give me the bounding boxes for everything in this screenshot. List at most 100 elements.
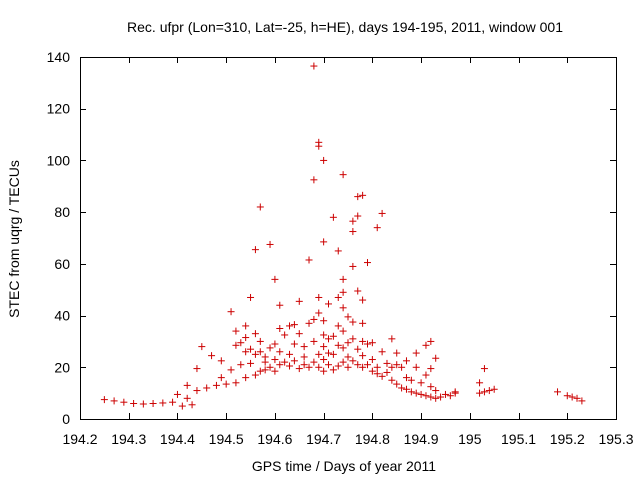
data-point	[217, 374, 225, 382]
data-point	[295, 330, 303, 338]
data-point	[378, 372, 386, 380]
data-point	[329, 366, 337, 374]
data-point	[344, 313, 352, 321]
data-point	[554, 388, 562, 396]
data-point	[398, 384, 406, 392]
data-point	[256, 367, 264, 375]
y-tick-label: 0	[62, 411, 70, 427]
data-point	[476, 379, 484, 387]
data-point	[276, 361, 284, 369]
y-axis: 0 20 40 60 80 100 120 140	[47, 49, 616, 427]
data-point	[373, 224, 381, 232]
data-point	[227, 366, 235, 374]
data-point	[198, 343, 206, 351]
data-point	[242, 334, 250, 342]
x-axis: 194.2 194.3 194.4 194.5 194.6 194.7 194.8 194.9…	[62, 57, 634, 447]
data-point	[251, 350, 259, 358]
data-point	[290, 340, 298, 348]
data-point	[359, 191, 367, 199]
data-point	[334, 247, 342, 255]
data-point	[305, 363, 313, 371]
y-tick-label: 100	[47, 152, 71, 168]
data-point	[339, 304, 347, 312]
data-point	[212, 381, 220, 389]
data-point	[315, 138, 323, 146]
data-point	[334, 322, 342, 330]
data-point	[217, 357, 225, 365]
data-point	[100, 396, 108, 404]
data-point	[193, 387, 201, 395]
data-point	[393, 380, 401, 388]
data-point	[373, 363, 381, 371]
data-points	[100, 62, 586, 410]
data-point	[339, 275, 347, 283]
data-point	[388, 363, 396, 371]
data-point	[476, 389, 484, 397]
data-point	[363, 361, 371, 369]
data-point	[490, 385, 498, 393]
data-point	[251, 371, 259, 379]
data-point	[432, 387, 440, 395]
data-point	[251, 246, 259, 254]
data-point	[354, 212, 362, 220]
data-point	[359, 352, 367, 360]
data-point	[271, 367, 279, 375]
data-point	[320, 367, 328, 375]
y-tick-label: 140	[47, 49, 71, 65]
data-point	[315, 293, 323, 301]
data-point	[349, 217, 357, 225]
data-point	[290, 321, 298, 329]
x-tick-label: 194.9	[404, 431, 439, 447]
data-point	[446, 392, 454, 400]
data-point	[427, 383, 435, 391]
data-point	[310, 337, 318, 345]
x-axis-label: GPS time / Days of year 2011	[252, 458, 436, 474]
data-point	[573, 394, 581, 402]
data-point	[359, 319, 367, 327]
data-point	[300, 353, 308, 361]
data-point	[325, 361, 333, 369]
data-point	[271, 356, 279, 364]
data-point	[227, 308, 235, 316]
data-point	[271, 340, 279, 348]
data-point	[169, 398, 177, 406]
x-tick-label: 194.4	[160, 431, 195, 447]
data-point	[178, 402, 186, 410]
data-point	[325, 349, 333, 357]
data-point	[344, 339, 352, 347]
data-point	[315, 350, 323, 358]
data-point	[402, 357, 410, 365]
data-point	[305, 256, 313, 264]
data-point	[130, 399, 138, 407]
data-point	[320, 356, 328, 364]
data-point	[412, 363, 420, 371]
data-point	[183, 394, 191, 402]
data-point	[480, 388, 488, 396]
x-tick-label: 194.6	[257, 431, 292, 447]
data-point	[310, 176, 318, 184]
data-point	[193, 365, 201, 373]
data-point	[451, 388, 459, 396]
data-point	[242, 322, 250, 330]
data-point	[378, 209, 386, 217]
data-point	[203, 384, 211, 392]
data-point	[286, 362, 294, 370]
data-point	[237, 339, 245, 347]
data-point	[320, 238, 328, 246]
data-point	[402, 385, 410, 393]
data-point	[373, 370, 381, 378]
data-point	[329, 350, 337, 358]
x-tick-label: 194.5	[209, 431, 244, 447]
data-point	[286, 350, 294, 358]
data-point	[427, 337, 435, 345]
data-point	[222, 380, 230, 388]
data-point	[422, 392, 430, 400]
data-point	[310, 358, 318, 366]
data-point	[281, 358, 289, 366]
data-point	[437, 393, 445, 401]
data-point	[412, 349, 420, 357]
data-point	[402, 374, 410, 382]
data-point	[310, 315, 318, 323]
data-point	[120, 398, 128, 406]
y-axis-label: STEC from uqrg / TECUs	[6, 160, 22, 318]
